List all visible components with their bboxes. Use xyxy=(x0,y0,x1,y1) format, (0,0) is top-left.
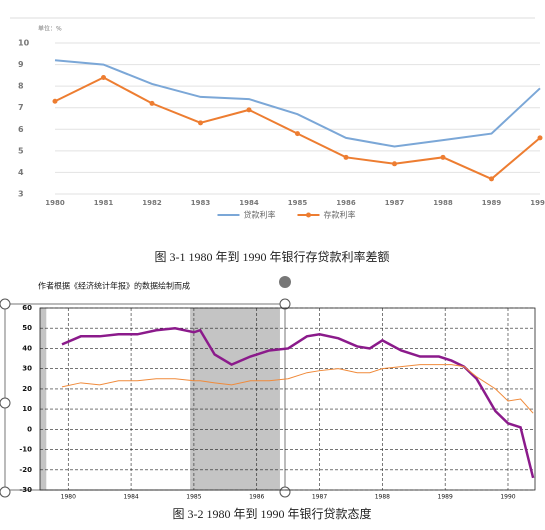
y-tick-label: -10 xyxy=(19,446,32,454)
y-tick-label: 40 xyxy=(22,344,32,352)
handle[interactable] xyxy=(279,486,291,498)
y-tick-label: 3 xyxy=(18,190,24,199)
legend-marker xyxy=(306,212,311,218)
y-tick-label: 30 xyxy=(22,365,32,373)
x-tick-label: 1988 xyxy=(433,199,453,207)
x-tick-label: 1988 xyxy=(375,494,390,501)
point xyxy=(343,154,349,160)
y-tick-label: 20 xyxy=(22,385,32,393)
handle[interactable] xyxy=(0,298,11,310)
x-tick-label: 1986 xyxy=(249,494,264,501)
y-tick-label: -30 xyxy=(19,486,32,494)
x-tick-label: 1980 xyxy=(45,199,65,207)
x-tick-label: 1984 xyxy=(123,494,138,501)
y-tick-label: 60 xyxy=(22,304,32,312)
rotate-handle[interactable] xyxy=(279,276,291,288)
handle[interactable] xyxy=(0,486,11,498)
x-tick-label: 1989 xyxy=(482,199,502,207)
series-line xyxy=(54,76,541,181)
y-tick-label: 8 xyxy=(18,82,24,91)
point xyxy=(198,120,203,126)
x-tick-label: 1983 xyxy=(191,199,211,207)
point xyxy=(440,154,446,160)
x-tick-label: 1987 xyxy=(312,494,327,501)
handle[interactable] xyxy=(0,397,11,409)
y-tick-label: 7 xyxy=(18,103,24,112)
y-tick-label: 9 xyxy=(18,60,24,69)
series-line xyxy=(61,326,535,479)
x-tick-label: 1980 xyxy=(61,494,76,501)
y-tick-label: 0 xyxy=(27,425,32,433)
point xyxy=(52,98,58,104)
point xyxy=(246,107,252,113)
x-tick-label: 1990 xyxy=(500,494,515,501)
caption: 图 3-2 1980 年到 1990 年银行贷款态度 xyxy=(173,506,372,521)
y-tick-label: 5 xyxy=(18,146,24,155)
y-tick-label: 10 xyxy=(18,39,30,48)
point xyxy=(295,131,300,137)
x-tick-label: 1982 xyxy=(142,199,162,207)
x-tick-label: 1985 xyxy=(288,199,308,207)
point xyxy=(149,100,155,106)
x-tick-label: 1984 xyxy=(239,199,259,207)
point xyxy=(537,135,543,141)
legend-label: 存款利率 xyxy=(324,210,356,220)
point xyxy=(101,75,106,81)
series-line xyxy=(61,364,534,414)
chart-note: 作者根据《经济统计年报》的数据绘制而成 xyxy=(38,281,190,291)
y-tick-label: 6 xyxy=(18,125,24,134)
handle[interactable] xyxy=(279,298,291,310)
x-tick-label: 1989 xyxy=(438,494,453,501)
point xyxy=(489,176,494,182)
y-tick-label: -20 xyxy=(19,466,32,474)
x-tick-label: 1986 xyxy=(336,199,356,207)
x-tick-label: 1990 xyxy=(530,199,545,207)
y-tick-label: 10 xyxy=(22,405,32,413)
point xyxy=(392,161,397,167)
legend-label: 贷款利率 xyxy=(244,210,276,220)
y-tick-label: 50 xyxy=(22,324,32,332)
shaded-range xyxy=(40,308,47,490)
y-axis-label: 单位：% xyxy=(38,25,62,33)
series-line xyxy=(54,59,541,148)
x-tick-label: 1987 xyxy=(385,199,405,207)
caption: 图 3-1 1980 年到 1990 年银行存贷款利率差额 xyxy=(155,249,390,264)
x-tick-label: 1985 xyxy=(186,494,201,501)
y-tick-label: 4 xyxy=(18,168,24,177)
x-tick-label: 1981 xyxy=(94,199,114,207)
